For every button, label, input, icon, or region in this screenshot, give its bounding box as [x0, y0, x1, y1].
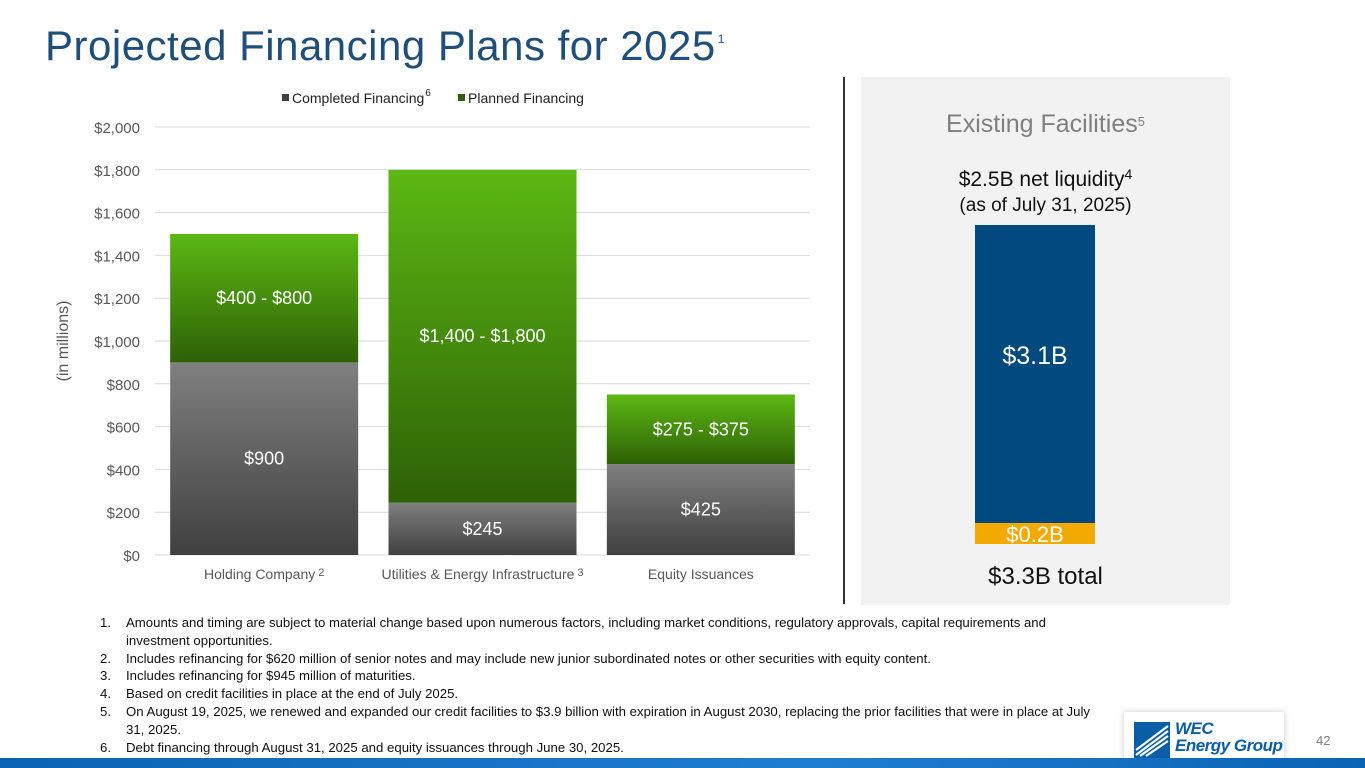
completed-financing-bar [606, 464, 795, 555]
footnote-text: Debt financing through August 31, 2025 a… [126, 739, 624, 755]
y-tick-label: $600 [107, 420, 140, 437]
legend-text: Planned Financing [468, 90, 584, 106]
y-axis-label: (in millions) [55, 301, 72, 382]
as-of-date: (as of July 31, 2025) [959, 195, 1132, 216]
y-tick-label: $1,800 [94, 163, 140, 180]
section-divider [843, 77, 845, 604]
legend-text: Completed Financing [292, 90, 424, 106]
facility-bar-main [975, 225, 1095, 523]
footnote-number: 4. [100, 686, 111, 702]
legend-swatch [458, 94, 465, 101]
x-tick-label: Holding Company 2 [204, 566, 324, 582]
footnote-item: 4. Based on credit facilities in place at… [100, 685, 1100, 703]
x-tick-text: Holding Company [204, 566, 315, 582]
facilities-total: $3.3B total [988, 563, 1103, 590]
logo-line1: WEC [1175, 719, 1214, 738]
logo-text: WEC Energy Group [1175, 719, 1283, 755]
footnote-number: 2. [100, 650, 111, 666]
financing-chart: $0 $200 $400 $600 $800 $1,000 $1,200 $1,400 $1,6… [55, 88, 810, 582]
footnote-item: 2. Includes refinancing for $620 million … [100, 650, 1100, 668]
y-tick-label: $1,200 [94, 291, 140, 308]
page-title: Projected Financing Plans for 2025 1 [45, 22, 725, 70]
page-title-text: Projected Financing Plans for 2025 [45, 22, 716, 69]
legend-swatch [282, 94, 289, 101]
completed-financing-label: $425 [681, 500, 721, 520]
footnote-text: On August 19, 2025, we renewed and expan… [126, 703, 1090, 737]
net-liquidity: $2.5B net liquidity4 [861, 166, 1230, 192]
footnote-number: 6. [100, 739, 111, 755]
page-number: 42 [1316, 733, 1331, 748]
legend-footnote: 6 [425, 88, 431, 99]
completed-financing-bar [170, 362, 359, 555]
legend-label: Planned Financing [468, 90, 584, 106]
facility-bar-main-label: $3.1B [1002, 342, 1068, 370]
x-tick-text: Equity Issuances [648, 566, 754, 582]
logo-line2: Energy Group [1175, 736, 1283, 755]
footnote-number: 1. [100, 615, 111, 630]
y-tick-label: $1,600 [94, 206, 140, 223]
facilities-heading: Existing Facilities5 [861, 110, 1230, 139]
y-tick-label: $0 [123, 548, 140, 565]
footnote-text: Includes refinancing for $620 million of… [126, 650, 931, 666]
facility-bar-small [975, 523, 1095, 544]
footnote-item: 3. Includes refinancing for $945 million … [100, 667, 1100, 685]
footnote-item: 6. Debt financing through August 31, 2025… [100, 739, 1100, 757]
completed-financing-label: $245 [462, 519, 502, 539]
footnote-number: 3. [100, 668, 111, 684]
footer-band [0, 758, 1365, 768]
planned-financing-label: $1,400 - $1,800 [419, 326, 545, 346]
y-tick-label: $400 [107, 462, 140, 479]
footnotes-list: 1. Amounts and timing are subject to mate… [100, 614, 1100, 756]
planned-financing-bar [170, 234, 359, 363]
planned-financing-bar [388, 169, 577, 503]
footnote-text: Based on credit facilities in place at t… [126, 686, 459, 702]
net-liquidity-footnote: 4 [1124, 166, 1133, 182]
completed-financing-bar [388, 502, 577, 555]
planned-financing-bar [606, 394, 795, 465]
title-footnote-marker: 1 [717, 32, 725, 46]
y-tick-label: $2,000 [94, 120, 140, 137]
footnote-text: Includes refinancing for $945 million of… [126, 668, 416, 684]
x-tick-footnote: 3 [577, 567, 583, 579]
net-liquidity-text: $2.5B net liquidity [958, 168, 1125, 191]
y-tick-label: $200 [107, 505, 140, 522]
facilities-heading-footnote: 5 [1137, 114, 1145, 129]
footnote-item: 5. On August 19, 2025, we renewed and exp… [100, 703, 1100, 739]
footnote-text: Amounts and timing are subject to materi… [126, 615, 1046, 648]
x-tick-text: Utilities & Energy Infrastructure [381, 566, 574, 582]
planned-financing-label: $275 - $375 [653, 419, 749, 439]
facilities-heading-text: Existing Facilities [946, 110, 1138, 138]
y-tick-label: $1,400 [94, 248, 140, 265]
x-tick-label: Equity Issuances [648, 566, 754, 582]
y-tick-label: $800 [107, 377, 140, 394]
legend-label: Completed Financing6 [292, 88, 431, 106]
y-tick-label: $1,000 [94, 334, 140, 351]
footnote-item: 1. Amounts and timing are subject to mate… [100, 614, 1100, 650]
facility-bar-small-label: $0.2B [1006, 522, 1064, 547]
x-tick-label: Utilities & Energy Infrastructure 3 [381, 566, 583, 582]
x-tick-footnote: 2 [318, 567, 324, 579]
planned-financing-label: $400 - $800 [216, 288, 312, 308]
existing-facilities-panel: Existing Facilities5 $2.5B net liquidity… [861, 77, 1230, 605]
footnote-number: 5. [100, 703, 111, 719]
wec-logo-icon [1134, 722, 1170, 758]
completed-financing-label: $900 [244, 449, 284, 469]
